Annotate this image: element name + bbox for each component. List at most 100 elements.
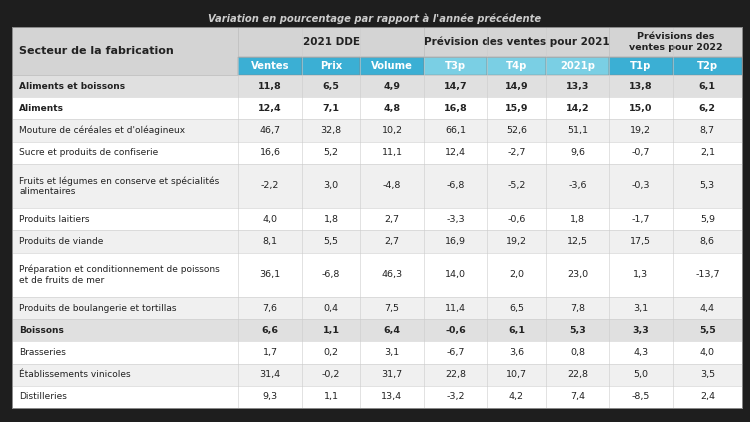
Text: 7,5: 7,5 — [385, 303, 400, 313]
Text: 14,7: 14,7 — [444, 81, 467, 91]
Text: 1,8: 1,8 — [323, 215, 338, 224]
Text: -0,7: -0,7 — [632, 148, 650, 157]
Text: -6,7: -6,7 — [446, 348, 465, 357]
Text: 0,2: 0,2 — [323, 348, 338, 357]
Text: 8,1: 8,1 — [262, 237, 278, 246]
Text: 12,4: 12,4 — [258, 104, 282, 113]
Bar — [12, 341, 742, 364]
Text: Produits laitiers: Produits laitiers — [19, 215, 89, 224]
Text: 9,6: 9,6 — [570, 148, 585, 157]
Text: -13,7: -13,7 — [695, 271, 719, 279]
Text: -5,2: -5,2 — [507, 181, 526, 190]
Text: 16,6: 16,6 — [260, 148, 280, 157]
Text: 2,1: 2,1 — [700, 148, 715, 157]
Text: 13,4: 13,4 — [382, 392, 403, 401]
Text: Variation en pourcentage par rapport à l'année précédente: Variation en pourcentage par rapport à l… — [209, 14, 542, 24]
Text: 46,7: 46,7 — [260, 126, 280, 135]
Text: 5,9: 5,9 — [700, 215, 715, 224]
Text: Prévisions des
ventes pour 2022: Prévisions des ventes pour 2022 — [628, 32, 722, 52]
Text: Produits de viande: Produits de viande — [19, 237, 104, 246]
Text: 6,1: 6,1 — [508, 326, 525, 335]
Text: Boissons: Boissons — [19, 326, 64, 335]
Text: 22,8: 22,8 — [567, 370, 588, 379]
Text: 5,5: 5,5 — [323, 237, 338, 246]
Text: 6,1: 6,1 — [699, 81, 715, 91]
Text: 14,2: 14,2 — [566, 104, 590, 113]
Bar — [238, 27, 424, 57]
Bar — [546, 57, 609, 75]
Text: 4,4: 4,4 — [700, 303, 715, 313]
Bar — [424, 27, 609, 57]
Text: T3p: T3p — [445, 61, 466, 71]
Text: -0,2: -0,2 — [322, 370, 340, 379]
Text: -1,7: -1,7 — [632, 215, 650, 224]
Text: 9,3: 9,3 — [262, 392, 278, 401]
Text: 3,5: 3,5 — [700, 370, 715, 379]
Bar — [12, 230, 742, 253]
Bar — [12, 75, 742, 97]
Bar — [360, 57, 424, 75]
Text: 0,8: 0,8 — [570, 348, 585, 357]
Text: -8,5: -8,5 — [632, 392, 650, 401]
Text: -3,3: -3,3 — [446, 215, 465, 224]
Text: -6,8: -6,8 — [446, 181, 465, 190]
Bar — [12, 386, 742, 408]
Bar — [12, 142, 742, 164]
Text: 3,1: 3,1 — [385, 348, 400, 357]
Text: -2,7: -2,7 — [507, 148, 526, 157]
Bar — [12, 164, 742, 208]
Text: 36,1: 36,1 — [260, 271, 280, 279]
Text: Volume: Volume — [371, 61, 413, 71]
Text: Ventes: Ventes — [251, 61, 290, 71]
Text: -0,3: -0,3 — [632, 181, 650, 190]
Bar — [12, 297, 742, 319]
Text: Prix: Prix — [320, 61, 342, 71]
Text: 14,0: 14,0 — [445, 271, 466, 279]
Bar — [609, 57, 673, 75]
Text: 0,4: 0,4 — [323, 303, 338, 313]
Text: 17,5: 17,5 — [631, 237, 652, 246]
Text: 3,6: 3,6 — [509, 348, 524, 357]
Text: 23,0: 23,0 — [567, 271, 588, 279]
Text: -6,8: -6,8 — [322, 271, 340, 279]
Text: Prévision des ventes pour 2021: Prévision des ventes pour 2021 — [424, 37, 609, 47]
Text: 2,4: 2,4 — [700, 392, 715, 401]
Text: 7,4: 7,4 — [570, 392, 585, 401]
Text: 11,1: 11,1 — [382, 148, 403, 157]
Text: -2,2: -2,2 — [261, 181, 279, 190]
Text: 1,7: 1,7 — [262, 348, 278, 357]
Text: 15,9: 15,9 — [505, 104, 528, 113]
Text: 3,1: 3,1 — [633, 303, 649, 313]
Text: Secteur de la fabrication: Secteur de la fabrication — [19, 46, 174, 56]
Bar — [488, 57, 546, 75]
Text: 7,1: 7,1 — [322, 104, 340, 113]
Text: 11,4: 11,4 — [445, 303, 466, 313]
Text: 15,0: 15,0 — [629, 104, 652, 113]
Text: Préparation et conditionnement de poissons
et de fruits de mer: Préparation et conditionnement de poisso… — [19, 265, 220, 285]
Text: T2p: T2p — [697, 61, 718, 71]
Bar — [12, 319, 742, 341]
Text: 2021p: 2021p — [560, 61, 595, 71]
Text: 16,9: 16,9 — [445, 237, 466, 246]
Text: Mouture de céréales et d'oléagineux: Mouture de céréales et d'oléagineux — [19, 126, 185, 135]
Text: Aliments et boissons: Aliments et boissons — [19, 81, 125, 91]
Text: 6,6: 6,6 — [262, 326, 278, 335]
Text: 32,8: 32,8 — [320, 126, 341, 135]
Text: Aliments: Aliments — [19, 104, 64, 113]
Text: 7,8: 7,8 — [570, 303, 585, 313]
Text: 4,0: 4,0 — [262, 215, 278, 224]
Bar — [424, 57, 488, 75]
Text: 5,2: 5,2 — [323, 148, 338, 157]
Text: 8,6: 8,6 — [700, 237, 715, 246]
Text: 51,1: 51,1 — [567, 126, 588, 135]
Bar — [12, 119, 742, 142]
Text: -3,6: -3,6 — [568, 181, 586, 190]
Text: Établissements vinicoles: Établissements vinicoles — [19, 370, 130, 379]
Text: 31,7: 31,7 — [382, 370, 403, 379]
Text: 6,5: 6,5 — [322, 81, 340, 91]
Text: 4,8: 4,8 — [383, 104, 400, 113]
Text: 8,7: 8,7 — [700, 126, 715, 135]
Bar — [12, 253, 742, 297]
Text: 16,8: 16,8 — [443, 104, 467, 113]
Text: 5,3: 5,3 — [700, 181, 715, 190]
